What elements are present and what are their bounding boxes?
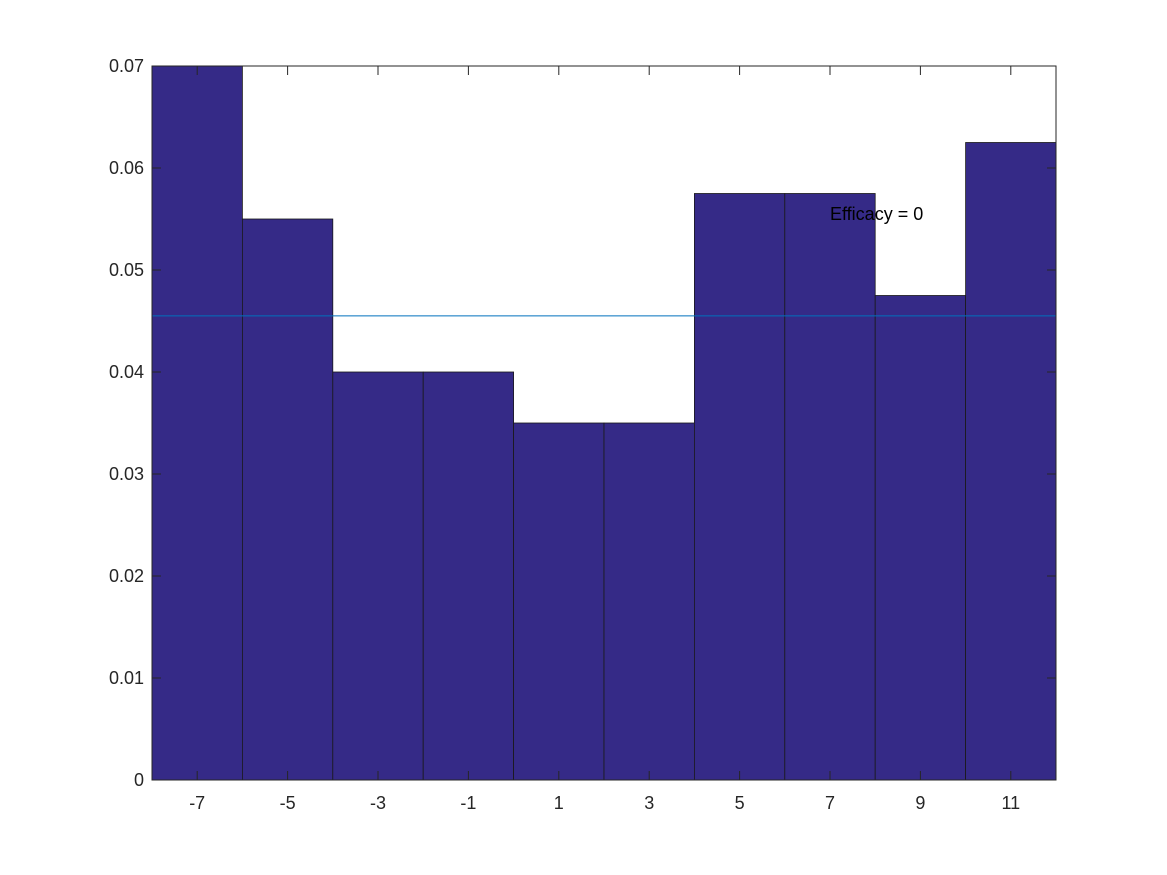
x-tick-label-9: 11 xyxy=(1001,793,1020,813)
x-tick-labels: -7 -5 -3 -1 1 3 5 7 9 11 xyxy=(189,793,1020,813)
bars-group xyxy=(151,65,1057,781)
ticks-group xyxy=(152,65,1056,781)
bar-4 xyxy=(513,422,605,781)
y-tick-label-5: 0.05 xyxy=(109,260,144,280)
bar-0 xyxy=(151,65,243,781)
bar-9 xyxy=(965,142,1057,781)
x-tick-label-0: -7 xyxy=(189,793,205,813)
bar-8 xyxy=(874,295,967,781)
efficacy-annotation: Efficacy = 0 xyxy=(830,204,923,224)
x-tick-label-1: -5 xyxy=(280,793,296,813)
y-tick-label-7: 0.07 xyxy=(109,56,144,76)
y-tick-label-3: 0.03 xyxy=(109,464,144,484)
x-tick-label-7: 7 xyxy=(825,793,835,813)
y-tick-label-4: 0.04 xyxy=(109,362,144,382)
y-tick-label-2: 0.02 xyxy=(109,566,144,586)
y-tick-label-6: 0.06 xyxy=(109,158,144,178)
bar-7 xyxy=(784,193,876,781)
x-tick-label-8: 9 xyxy=(915,793,925,813)
y-tick-label-0: 0 xyxy=(134,770,144,790)
y-tick-label-1: 0.01 xyxy=(109,668,144,688)
bar-1 xyxy=(241,218,334,781)
axes-box xyxy=(151,65,1057,781)
bar-3 xyxy=(422,371,515,781)
x-tick-label-4: 1 xyxy=(554,793,564,813)
bar-6 xyxy=(694,193,786,781)
x-tick-label-2: -3 xyxy=(370,793,386,813)
x-tick-label-3: -1 xyxy=(460,793,476,813)
bar-2 xyxy=(332,371,424,781)
x-tick-label-5: 3 xyxy=(644,793,654,813)
y-tick-labels: 0 0.01 0.02 0.03 0.04 0.05 0.06 0.07 xyxy=(109,56,144,790)
x-tick-label-6: 5 xyxy=(735,793,745,813)
bar-5 xyxy=(603,422,695,781)
